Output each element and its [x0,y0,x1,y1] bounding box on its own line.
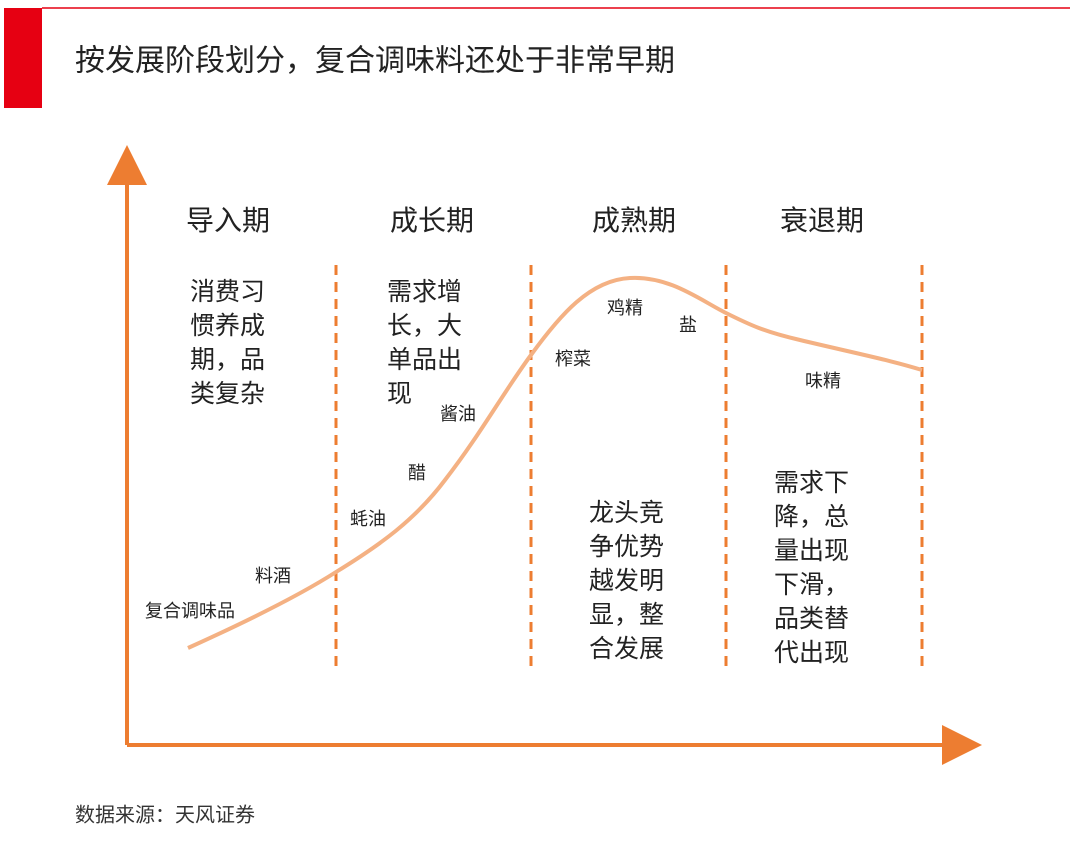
accent-bar [4,8,42,108]
product-label: 酱油 [440,404,476,425]
stage-description: 单品出 [387,345,462,374]
stage-description: 越发明 [589,566,664,595]
stage-description: 争优势 [589,532,664,561]
stage-description: 合发展 [589,634,664,663]
stage-description: 需求下 [774,468,849,497]
stage-description: 显，整 [589,600,664,629]
stage-description: 代出现 [774,638,849,667]
product-label: 复合调味品 [145,601,235,622]
stage-description: 惯养成 [190,311,265,340]
stage-description: 消费习 [190,277,265,306]
title: 按发展阶段划分，复合调味料还处于非常早期 [75,44,675,79]
product-label: 蚝油 [350,509,386,530]
stage-description: 期，品 [190,345,265,374]
source: 数据来源：天风证券 [75,803,255,827]
stage-name: 导入期 [186,204,270,237]
stage-description: 下滑， [774,570,849,599]
stage-name: 成熟期 [592,204,676,237]
stage-description: 降，总 [774,502,849,531]
product-label: 醋 [408,463,426,484]
stage-description: 品类替 [774,604,849,633]
stage-description: 龙头竞 [589,498,664,527]
product-label: 盐 [679,315,697,336]
stage-name: 成长期 [390,204,474,237]
stage-name: 衰退期 [780,204,864,237]
stage-description: 量出现 [774,536,849,565]
product-label: 鸡精 [607,298,643,319]
stage-description: 长，大 [387,311,462,340]
product-label: 味精 [805,371,841,392]
product-label: 料酒 [255,566,291,587]
product-label: 榨菜 [555,349,591,370]
stage-description: 类复杂 [190,379,265,408]
stage-description: 现 [387,379,412,408]
stage-description: 需求增 [387,277,462,306]
life-cycle-curve [187,275,923,650]
